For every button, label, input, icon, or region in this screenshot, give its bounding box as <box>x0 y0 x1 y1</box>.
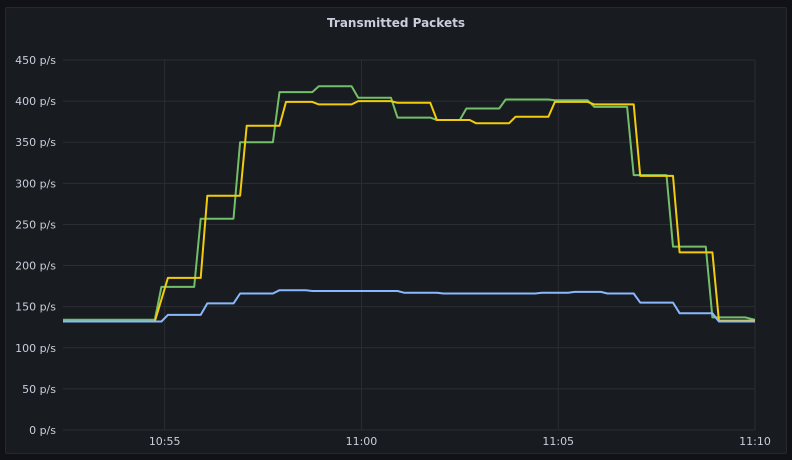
y-tick-label: 0 p/s <box>29 424 56 437</box>
series-line-blue <box>63 289 755 323</box>
y-tick-label: 400 p/s <box>15 95 56 108</box>
y-tick-label: 350 p/s <box>15 136 56 149</box>
x-tick-label: 10:55 <box>149 435 181 448</box>
y-tick-label: 100 p/s <box>15 342 56 355</box>
y-tick-label: 250 p/s <box>15 218 56 231</box>
series-line-yellow <box>63 100 755 323</box>
y-tick-label: 200 p/s <box>15 260 56 273</box>
grid-lines <box>63 59 756 431</box>
y-tick-label: 300 p/s <box>15 177 56 190</box>
chart-panel: Transmitted Packets <box>5 7 787 454</box>
y-tick-label: 450 p/s <box>15 54 56 67</box>
x-axis: 10:55 11:00 11:05 11:10 <box>149 435 771 448</box>
y-axis: 0 p/s 50 p/s 100 p/s 150 p/s 200 p/s 250 p/s 3… <box>15 54 56 437</box>
y-tick-label: 150 p/s <box>15 301 56 314</box>
series-group <box>63 85 756 323</box>
x-tick-label: 11:10 <box>739 435 771 448</box>
x-tick-label: 11:05 <box>542 435 574 448</box>
x-tick-label: 11:00 <box>346 435 378 448</box>
panel-title: Transmitted Packets <box>327 16 465 30</box>
y-tick-label: 50 p/s <box>22 383 56 396</box>
